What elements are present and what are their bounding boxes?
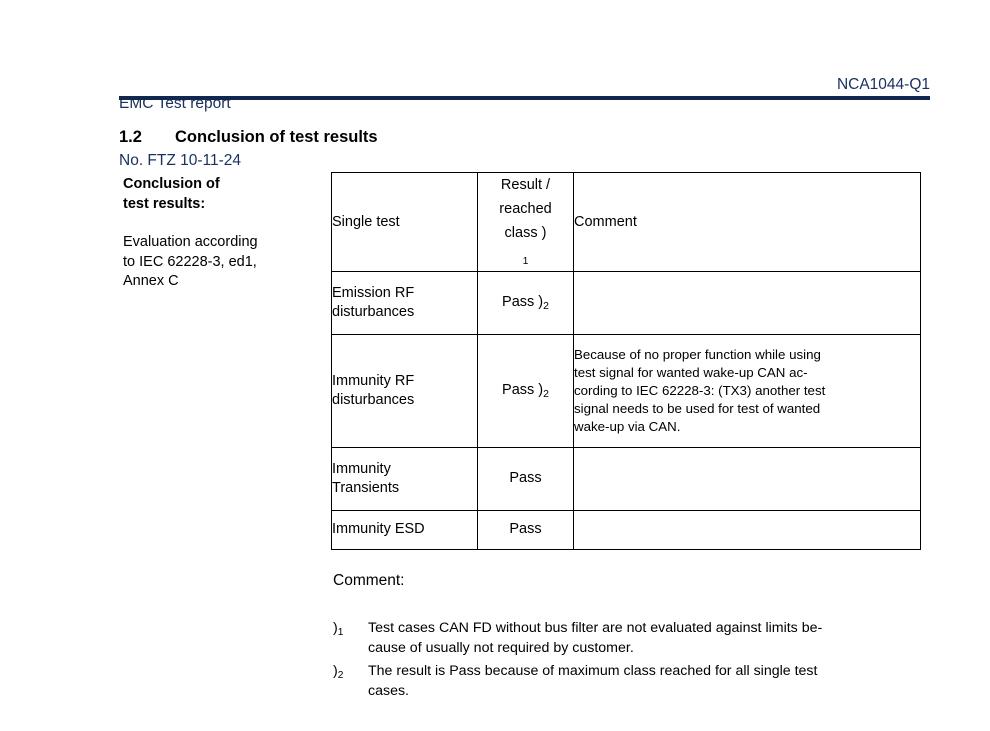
footnote-text-line: cause of usually not required by custome… [368, 639, 634, 656]
row-test-name-line1: Immunity RF [332, 372, 415, 389]
side-label-body-line2: to IEC 62228-3, ed1, [123, 253, 257, 270]
row-comment [573, 510, 921, 550]
row-result-text: Pass ) [502, 293, 544, 310]
row-comment-line: signal needs to be used for test of want… [574, 401, 821, 416]
footnote-marker-text: ) [333, 620, 338, 636]
footnote-marker-index: 2 [337, 670, 344, 681]
page-running-header: EMC Test report No. FTZ 10-11-24 NCA1044… [119, 56, 930, 169]
footnote-text: Test cases CAN FD without bus filter are… [368, 619, 923, 658]
table-row: Emission RF disturbances Pass )2 [331, 271, 921, 335]
column-header-comment: Comment [573, 172, 921, 272]
row-result: Pass [477, 447, 574, 511]
row-comment-line: test signal for wanted wake-up CAN ac- [574, 365, 808, 380]
footnote-text-line: cases. [368, 682, 410, 699]
footnote-text-line: The result is Pass because of maximum cl… [368, 663, 818, 679]
footnote-marker: )2 [333, 662, 343, 683]
row-result-text: Pass ) [502, 381, 544, 398]
section-number: 1.2 [119, 128, 142, 146]
report-number: No. FTZ 10-11-24 [119, 152, 242, 169]
page-title: 1.2 Conclusion of test results [119, 128, 378, 147]
column-header-result-line2: reached [499, 201, 552, 217]
part-number: NCA1044-Q1 [836, 76, 930, 93]
row-test-name: Immunity Transients [331, 447, 478, 511]
section-title: Conclusion of test results [175, 128, 378, 146]
table-header-row: Single test Result / reached class ) 1 Co… [331, 172, 921, 272]
header-divider [119, 96, 930, 100]
test-results-table: Single test Result / reached class ) 1 Co… [331, 172, 921, 550]
row-comment [573, 271, 921, 335]
row-test-name: Immunity ESD [331, 510, 478, 550]
column-header-result-line3: class ) 1 [478, 221, 573, 271]
footnotes-list: )1 Test cases CAN FD without bus filter … [333, 619, 923, 705]
footnote-ref-2: 2 [543, 388, 549, 400]
footnote-marker-text: ) [333, 663, 338, 679]
column-header-result-line1: Result / [500, 177, 551, 193]
row-result: Pass [477, 510, 574, 550]
column-header-result-line3-text: class ) [504, 225, 547, 241]
side-label-title: Conclusion of test results: [123, 175, 323, 214]
row-test-name-line1: Emission RF [332, 284, 415, 301]
footnote-marker-index: 1 [337, 627, 344, 638]
footnote-text: The result is Pass because of maximum cl… [368, 662, 923, 701]
column-header-single-test: Single test [331, 172, 478, 272]
row-test-name: Immunity RF disturbances [331, 334, 478, 448]
side-label-body-line1: Evaluation according [123, 234, 258, 250]
side-label-body: Evaluation according to IEC 62228-3, ed1… [123, 233, 323, 292]
side-label-title-line1: Conclusion of [123, 176, 220, 192]
side-label-block: Conclusion of test results: Evaluation a… [123, 175, 323, 292]
table-row: Immunity Transients Pass [331, 447, 921, 511]
row-result: Pass )2 [477, 334, 574, 448]
row-result: Pass )2 [477, 271, 574, 335]
row-test-name-line1: Immunity [332, 460, 391, 477]
table-row: Immunity ESD Pass [331, 510, 921, 550]
row-test-name-line2: disturbances [332, 392, 415, 408]
row-comment-line: wake-up via CAN. [574, 419, 681, 434]
footnote-item: )1 Test cases CAN FD without bus filter … [333, 619, 923, 658]
footnote-text-line: Test cases CAN FD without bus filter are… [368, 620, 823, 636]
row-test-name: Emission RF disturbances [331, 271, 478, 335]
row-test-name-line2: disturbances [332, 304, 415, 320]
side-label-body-line3: Annex C [123, 273, 179, 289]
row-comment-line: Because of no proper function while usin… [574, 347, 821, 362]
row-comment: Because of no proper function while usin… [573, 334, 921, 448]
side-label-title-line2: test results: [123, 195, 206, 212]
row-test-name-line2: Transients [332, 480, 400, 496]
comment-section-title: Comment: [333, 572, 405, 589]
footnote-marker: )1 [333, 619, 343, 640]
row-comment-line: cording to IEC 62228-3: (TX3) another te… [574, 383, 826, 398]
footnote-item: )2 The result is Pass because of maximum… [333, 662, 923, 701]
table-row: Immunity RF disturbances Pass )2 Because… [331, 334, 921, 448]
column-header-result-class: Result / reached class ) 1 [477, 172, 574, 272]
footnote-ref-2: 2 [543, 300, 549, 312]
row-comment [573, 447, 921, 511]
row-test-name-line1: Immunity ESD [332, 521, 425, 538]
footnote-ref-1: 1 [522, 256, 529, 267]
